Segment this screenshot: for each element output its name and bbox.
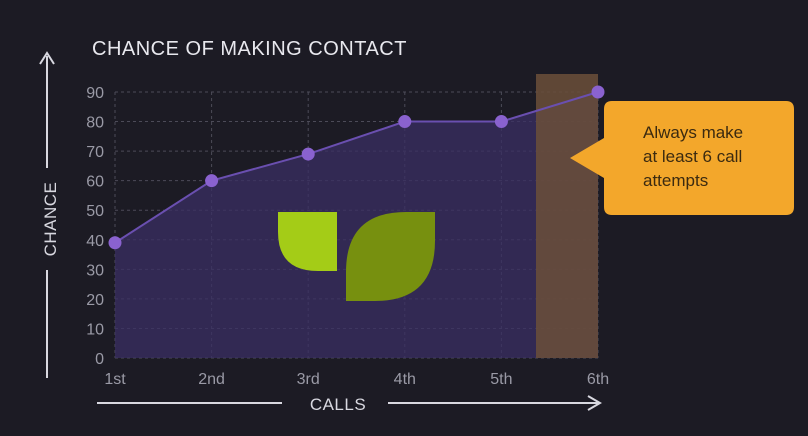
data-point (591, 85, 605, 99)
callout-box (570, 101, 794, 215)
x-tick-label: 5th (490, 371, 512, 388)
area-fill (115, 92, 598, 358)
x-tick-label: 4th (394, 371, 416, 388)
callout-line-3: attempts (643, 171, 708, 190)
y-axis-label-group: CHANCE (39, 51, 60, 378)
y-tick-label: 20 (86, 292, 104, 309)
series-line (114, 91, 599, 244)
x-axis-label: CALLS (310, 395, 366, 414)
line-layer (114, 91, 599, 244)
y-tick-label: 60 (86, 174, 104, 191)
data-point (108, 236, 122, 250)
callout-text: Always make at least 6 call attempts (643, 123, 748, 190)
y-tick-label: 0 (95, 351, 104, 368)
data-points (108, 85, 605, 250)
y-tick-label: 40 (86, 233, 104, 250)
area-layer (115, 92, 598, 358)
brand-logo (278, 212, 435, 301)
y-tick-label: 30 (86, 262, 104, 279)
y-tick-label: 80 (86, 115, 104, 132)
logo-leaf-light (278, 212, 337, 271)
y-tick-labels: 0 10 20 30 40 50 60 70 80 90 (86, 85, 104, 368)
x-tick-label: 6th (587, 371, 609, 388)
x-tick-label: 3rd (297, 371, 320, 388)
x-tick-labels: 1st 2nd 3rd 4th 5th 6th (104, 371, 609, 388)
y-axis-label: CHANCE (41, 182, 60, 257)
y-tick-label: 90 (86, 85, 104, 102)
data-point (205, 174, 219, 188)
y-tick-label: 70 (86, 144, 104, 161)
y-tick-label: 10 (86, 321, 104, 338)
x-tick-label: 2nd (198, 371, 225, 388)
x-tick-label: 1st (104, 371, 126, 388)
callout-line-2: at least 6 call (643, 147, 742, 166)
x-axis-arrow-head (587, 395, 602, 411)
chart-title: CHANCE OF MAKING CONTACT (92, 38, 407, 60)
highlight-layer (536, 74, 598, 358)
x-axis-label-group: CALLS (97, 395, 602, 414)
callout: Always make at least 6 call attempts (570, 101, 794, 215)
highlight-band (536, 74, 598, 358)
data-point (301, 147, 315, 161)
callout-line-1: Always make (643, 123, 743, 142)
y-axis-arrow-head (39, 51, 55, 65)
logo-leaf-dark (346, 212, 435, 301)
data-point (398, 115, 412, 129)
data-point (494, 115, 508, 129)
y-tick-label: 50 (86, 203, 104, 220)
